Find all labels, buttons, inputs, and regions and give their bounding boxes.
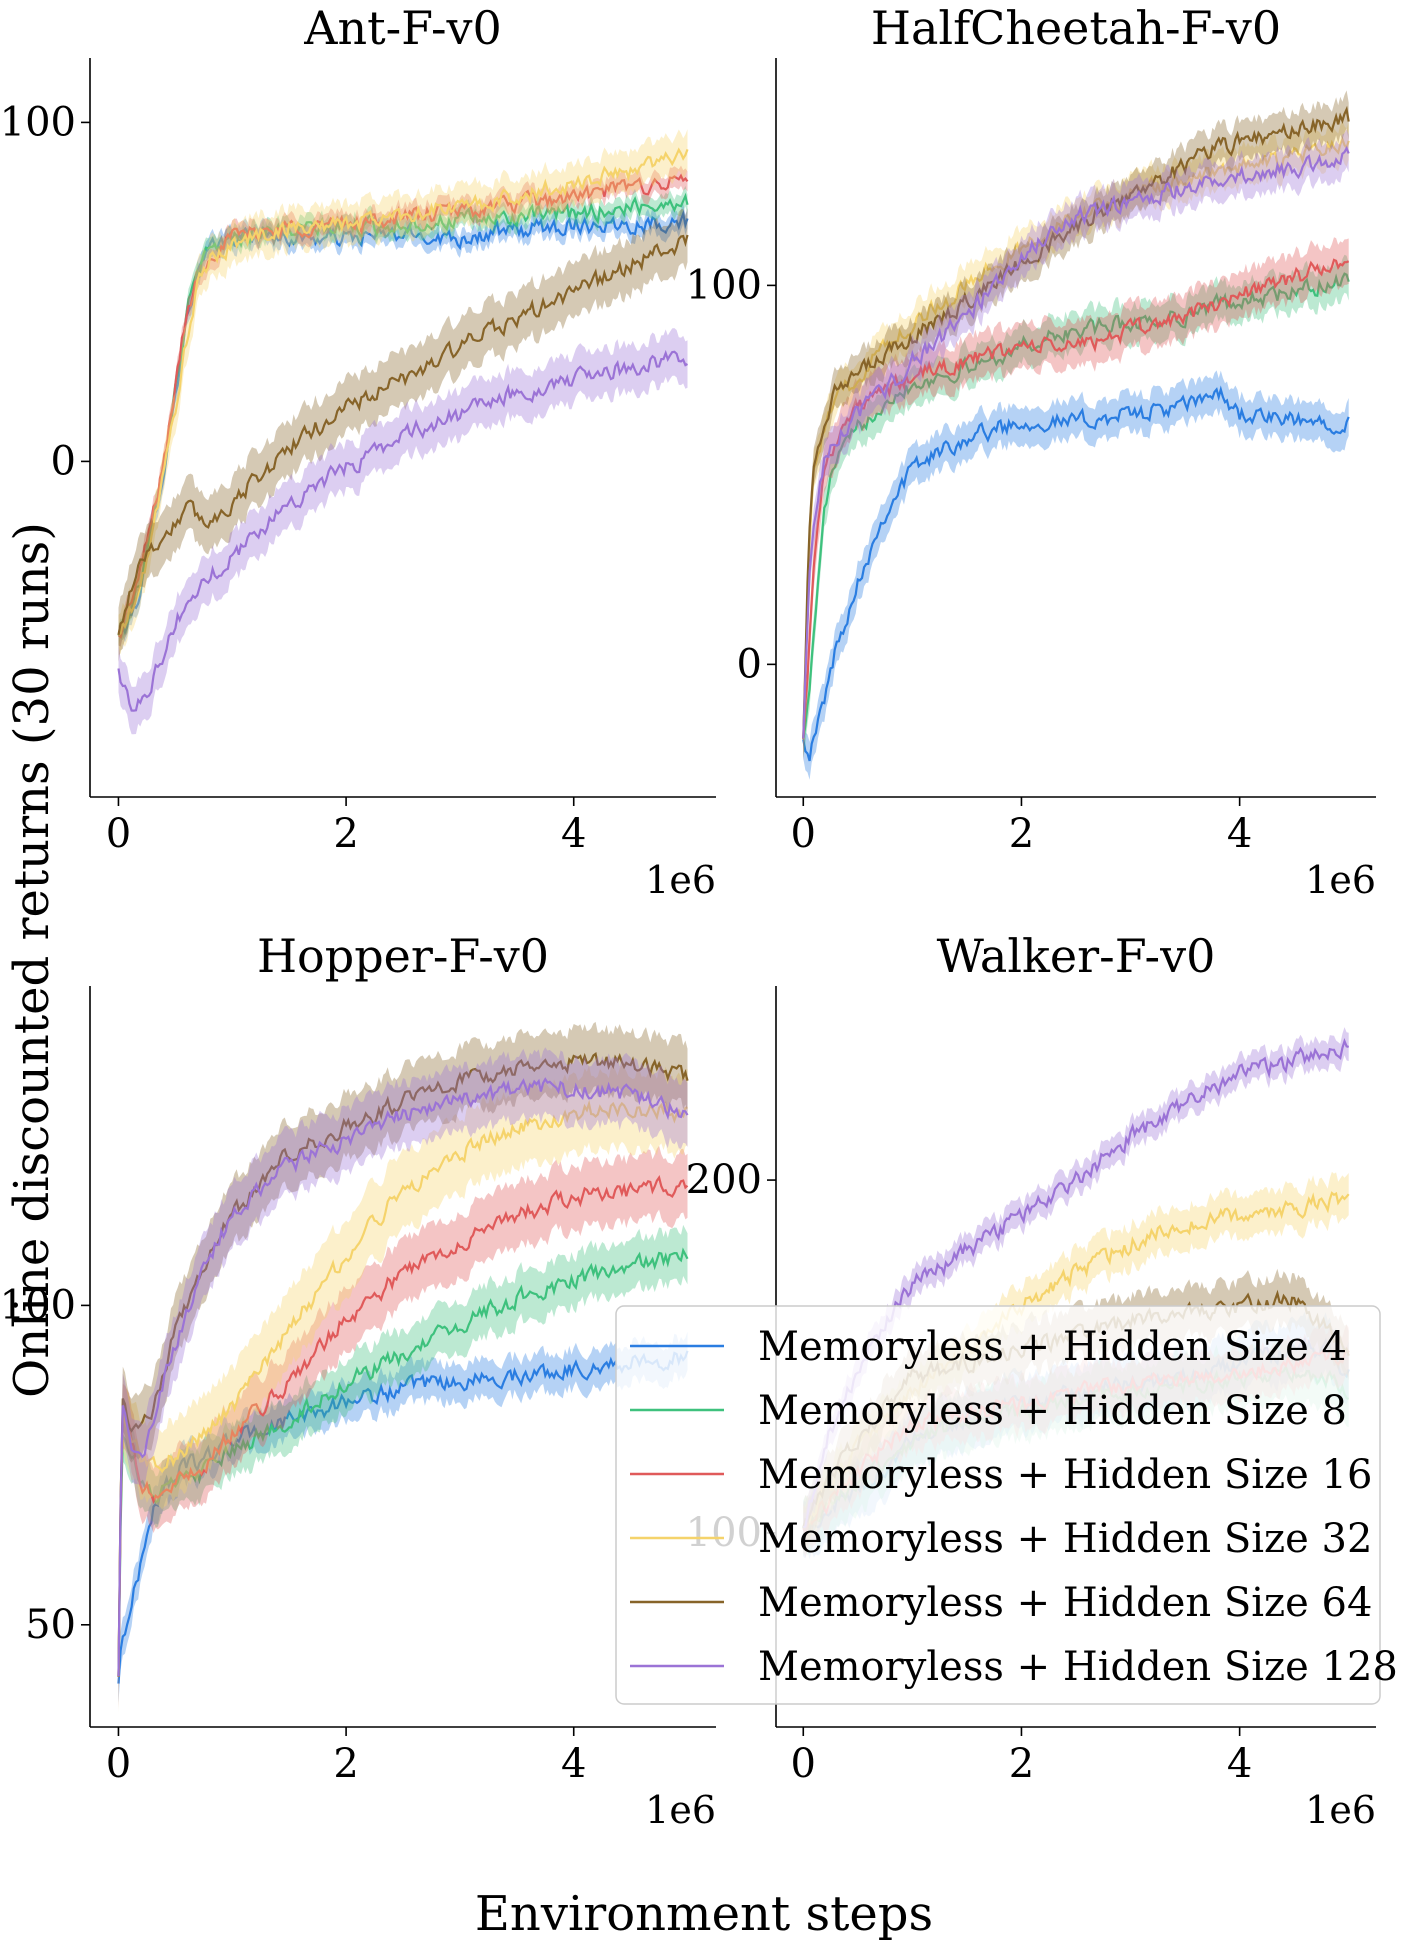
x-tick-label: 4: [561, 811, 586, 857]
x-tick-label: 0: [791, 811, 816, 857]
subplot-halfcheetah: 0 2 4 0 100 1e6 HalfCheetah-F-v0: [686, 1, 1376, 902]
series-band-3: [118, 1145, 688, 1709]
y-tick-label: 100: [0, 1282, 76, 1328]
legend-entry: Memoryless + Hidden Size 8: [758, 1388, 1347, 1434]
legend-entry: Memoryless + Hidden Size 64: [758, 1580, 1372, 1626]
y-tick-label: 0: [51, 438, 76, 484]
subplot-hopper: 0 2 4 50 100 1e6 Hopper-F-v0: [0, 929, 716, 1832]
x-offset-label: 1e6: [1305, 858, 1376, 902]
x-tick-label: 2: [1009, 1741, 1034, 1787]
x-tick-label: 0: [106, 1741, 131, 1787]
y-tick-label: 50: [25, 1602, 76, 1648]
legend-entry: Memoryless + Hidden Size 16: [758, 1452, 1372, 1498]
series-band-4: [118, 1065, 688, 1715]
series-line-4: [117, 147, 689, 636]
series-line-1: [802, 385, 1350, 762]
series-band-2: [118, 1224, 688, 1703]
series-line-6: [117, 1077, 689, 1677]
series-band-6: [118, 1047, 688, 1709]
subplot-title: Walker-F-v0: [937, 929, 1216, 983]
x-tick-label: 2: [1009, 811, 1034, 857]
subplot-title: HalfCheetah-F-v0: [871, 1, 1281, 55]
series-band-4: [118, 129, 688, 656]
x-tick-label: 0: [106, 811, 131, 857]
x-tick-label: 4: [561, 1741, 586, 1787]
figure-ylabel: Online discounted returns (30 runs): [4, 522, 60, 1398]
x-offset-label: 1e6: [645, 1788, 716, 1832]
x-tick-label: 2: [333, 1741, 358, 1787]
x-tick-label: 2: [333, 811, 358, 857]
legend: Memoryless + Hidden Size 4 Memoryless + H…: [615, 1305, 1398, 1705]
series-band-1: [118, 1331, 688, 1703]
series-line-3: [117, 173, 689, 639]
x-tick-label: 4: [1227, 811, 1252, 857]
series-band-3: [803, 237, 1349, 762]
subplot-title: Hopper-F-v0: [257, 929, 549, 983]
x-tick-label: 4: [1227, 1741, 1252, 1787]
series-band-2: [803, 254, 1349, 759]
series-line-2: [802, 272, 1350, 740]
series-line-2: [117, 192, 689, 636]
legend-entry: Memoryless + Hidden Size 32: [758, 1516, 1372, 1562]
y-tick-label: 100: [0, 99, 76, 145]
plot-area: [802, 90, 1350, 780]
series-line-1: [118, 209, 689, 638]
series-band-6: [803, 129, 1349, 758]
y-tick-label: 100: [686, 262, 762, 308]
series-line-5: [802, 105, 1350, 739]
series-band-5: [118, 207, 688, 662]
subplot-ant: 0 2 4 0 100 1e6 Ant-F-v0: [0, 1, 716, 902]
series-line-6: [802, 145, 1350, 739]
y-tick-label: 200: [686, 1157, 762, 1203]
series-line-5: [117, 234, 689, 635]
figure-xlabel: Environment steps: [475, 1886, 933, 1942]
legend-entry: Memoryless + Hidden Size 4: [758, 1324, 1347, 1370]
series-line-3: [117, 1175, 689, 1677]
series-band-1: [803, 370, 1349, 780]
subplot-title: Ant-F-v0: [303, 1, 502, 55]
plot-area: [117, 1021, 689, 1715]
series-line-4: [117, 1099, 688, 1677]
series-line-6: [117, 349, 689, 712]
legend-box: [615, 1305, 1381, 1705]
x-tick-label: 0: [791, 1741, 816, 1787]
y-tick-label: 0: [737, 641, 762, 687]
x-offset-label: 1e6: [1305, 1788, 1376, 1832]
legend-entry: Memoryless + Hidden Size 128: [758, 1644, 1398, 1690]
x-offset-label: 1e6: [645, 858, 716, 902]
plot-area: [117, 129, 689, 735]
